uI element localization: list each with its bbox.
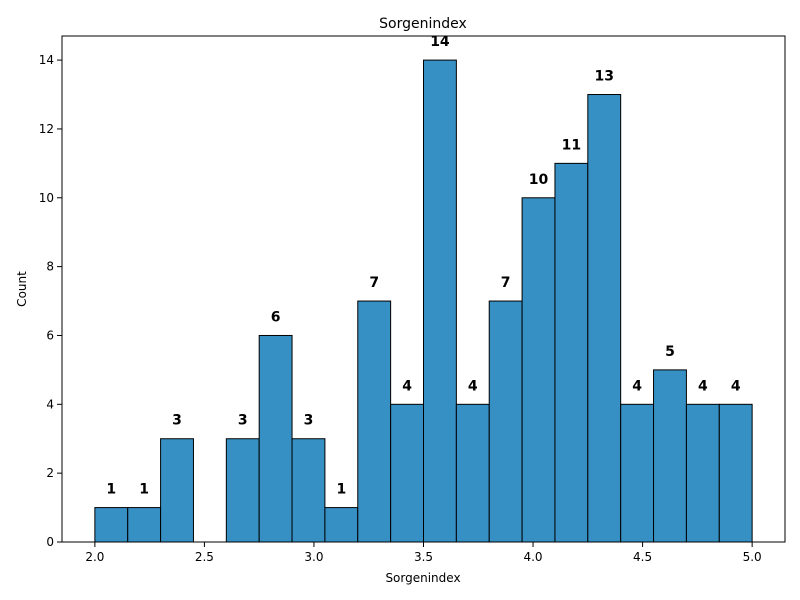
- x-tick-label: 2.0: [85, 550, 104, 564]
- bar-count-label: 1: [106, 482, 116, 498]
- x-tick-label: 4.5: [633, 550, 652, 564]
- histogram-bar: [94, 507, 129, 543]
- histogram-bar: [718, 403, 753, 543]
- y-tick-label: 14: [39, 53, 54, 67]
- y-axis-ticks: 0 2 4 6 8 10 12 14: [39, 53, 62, 549]
- histogram-bar: [127, 507, 162, 543]
- x-tick-label: 3.0: [304, 550, 323, 564]
- bar-count-label: 1: [336, 482, 346, 498]
- bar-count-label: 4: [731, 378, 741, 394]
- bar-count-label: 6: [271, 309, 281, 325]
- histogram-bar: [521, 197, 556, 543]
- bar-count-label: 4: [468, 378, 478, 394]
- bar-count-label: 3: [238, 413, 248, 429]
- histogram-bar: [423, 59, 457, 543]
- y-tick-label: 8: [46, 260, 54, 274]
- histogram-bar: [653, 369, 687, 543]
- y-tick-label: 6: [46, 328, 54, 342]
- histogram-bar: [620, 403, 655, 543]
- y-tick-label: 2: [46, 466, 54, 480]
- x-axis-label: Sorgenindex: [385, 571, 460, 585]
- x-tick-label: 5.0: [743, 550, 762, 564]
- histogram-bar: [291, 438, 326, 543]
- bar-count-label: 4: [402, 378, 412, 394]
- histogram-bar: [554, 162, 589, 543]
- histogram-bar: [587, 94, 622, 543]
- y-tick-label: 10: [39, 191, 54, 205]
- bar-count-label: 13: [595, 69, 614, 85]
- x-tick-label: 2.5: [195, 550, 214, 564]
- x-axis-ticks: 2.0 2.5 3.0 3.5 4.0 4.5 5.0: [85, 542, 762, 564]
- bar-count-label: 5: [665, 344, 675, 360]
- bar-count-label: 3: [304, 413, 314, 429]
- bar-count-label: 3: [172, 413, 182, 429]
- bar-count-label: 7: [501, 275, 511, 291]
- x-tick-label: 3.5: [414, 550, 433, 564]
- histogram-bar: [390, 403, 424, 543]
- bar-count-label: 11: [562, 137, 581, 153]
- y-tick-label: 12: [39, 122, 54, 136]
- x-tick-label: 4.0: [523, 550, 542, 564]
- bar-count-label: 4: [698, 378, 708, 394]
- bar-count-label: 14: [430, 34, 450, 50]
- bar-count-label: 4: [632, 378, 642, 394]
- histogram-bar: [455, 403, 490, 543]
- bar-count-label: 10: [529, 172, 549, 188]
- histogram-bar: [225, 438, 260, 543]
- y-tick-label: 0: [46, 535, 54, 549]
- bar-count-label: 1: [139, 482, 149, 498]
- histogram-bar: [160, 438, 194, 543]
- histogram-bar: [324, 507, 359, 543]
- bar-count-label: 7: [369, 275, 379, 291]
- histogram-bar: [357, 300, 392, 543]
- chart-title: Sorgenindex: [379, 16, 467, 32]
- bars-group: [94, 59, 753, 543]
- histogram-bar: [685, 403, 720, 543]
- histogram-bar: [258, 334, 293, 543]
- y-tick-label: 4: [46, 397, 54, 411]
- histogram-bar: [488, 300, 523, 543]
- y-axis-label: Count: [15, 271, 29, 307]
